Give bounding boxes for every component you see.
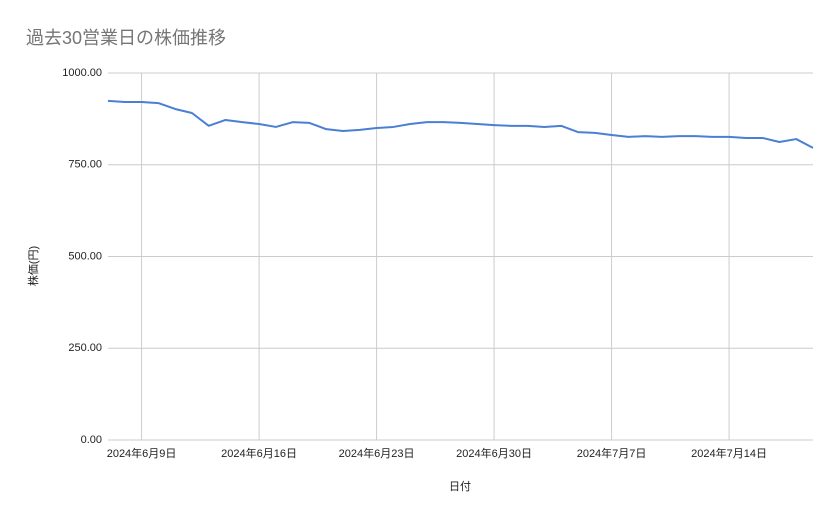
x-tick-label: 2024年6月30日	[456, 446, 532, 460]
x-axis-title: 日付	[449, 480, 471, 493]
x-tick-label: 2024年7月7日	[577, 446, 647, 460]
x-tick-label: 2024年6月16日	[221, 446, 297, 460]
x-tick-label: 2024年7月14日	[691, 446, 767, 460]
y-tick-label: 750.00	[68, 159, 102, 171]
y-tick-label: 1000.00	[62, 67, 102, 79]
y-tick-label: 250.00	[68, 342, 102, 354]
y-axis-title: 株価(円)	[26, 246, 40, 286]
y-tick-label: 0.00	[81, 434, 102, 446]
y-tick-label: 500.00	[68, 250, 102, 262]
line-series	[107, 99, 814, 149]
x-tick-label: 2024年6月23日	[339, 446, 415, 460]
x-tick-label: 2024年6月9日	[107, 446, 177, 460]
chart-title: 過去30営業日の株価推移	[26, 28, 226, 48]
